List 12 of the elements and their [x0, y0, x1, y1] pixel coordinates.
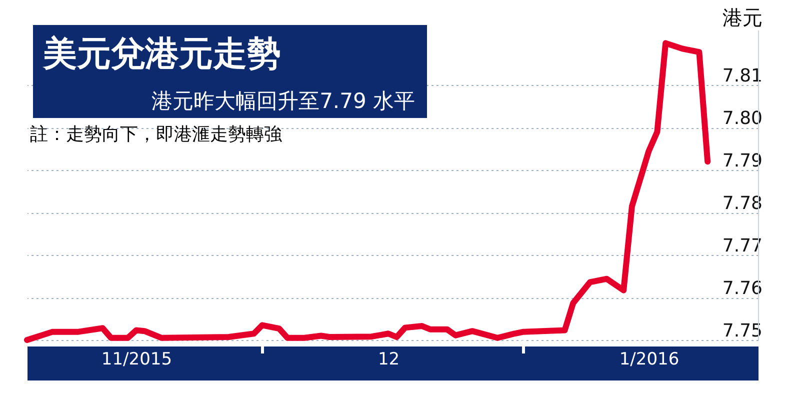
- text: 港元昨大幅回升至7.79 水平: [152, 89, 415, 113]
- y-tick-label: 7.81: [722, 66, 762, 87]
- y-tick-label: 7.79: [722, 150, 762, 172]
- y-tick-label: 7.80: [722, 108, 762, 130]
- y-axis-title: 港元: [722, 6, 762, 30]
- x-tick-label: 12: [378, 350, 400, 370]
- chart-title: 美元兌港元走勢: [42, 34, 281, 74]
- y-tick-label: 7.76: [722, 278, 762, 300]
- x-tick-label: 1/2016: [619, 350, 680, 370]
- x-tick-label: 11/2015: [101, 350, 172, 370]
- annotation: 註：走勢向下，即港滙走勢轉強: [30, 124, 282, 145]
- y-tick-label: 7.78: [722, 193, 762, 214]
